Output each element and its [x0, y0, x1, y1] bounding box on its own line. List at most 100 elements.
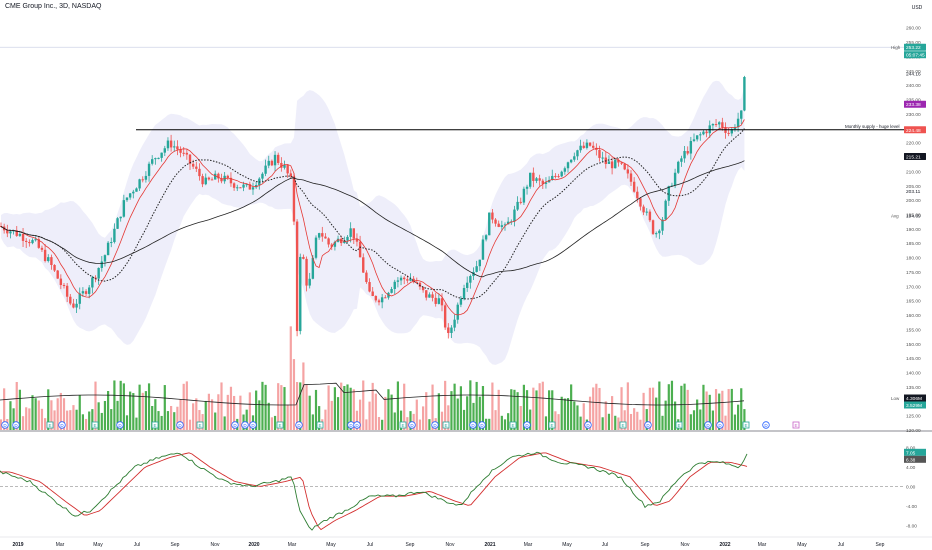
volume-bar [573, 401, 576, 430]
volume-bar [371, 382, 374, 430]
candle-body [305, 258, 308, 286]
dividend-circle [249, 421, 257, 429]
price-tag-value: 253.22 [906, 45, 921, 51]
candle-body [333, 241, 337, 247]
time-tick-label: Nov [681, 542, 690, 548]
candle-body [182, 152, 185, 154]
volume-bar [125, 415, 129, 430]
dividend-circle [584, 421, 592, 429]
candle-body [283, 165, 286, 168]
candle-body [179, 149, 182, 153]
candle-body [191, 163, 195, 167]
volume-bar [273, 415, 277, 430]
candle-body [65, 285, 69, 297]
price-tick-label: 260.00 [906, 26, 921, 32]
candle-body [610, 161, 614, 169]
volume-bar [651, 387, 655, 430]
candle-body [166, 140, 170, 149]
candle-body [352, 228, 355, 239]
candle-body [195, 166, 198, 169]
candle-body [97, 267, 100, 279]
candle-body [661, 219, 664, 231]
event-letter: E [794, 423, 797, 428]
volume-tag-value: 3.529M [906, 403, 922, 409]
price-tag [904, 126, 926, 134]
volume-bar [636, 411, 639, 430]
candle-body [377, 300, 381, 303]
dividend-marker: D [58, 421, 66, 429]
candle-body [500, 225, 504, 227]
dividend-marker: D [523, 421, 531, 429]
volume-bar [620, 387, 623, 430]
candle-body [626, 169, 630, 174]
volume-bar [185, 381, 188, 430]
time-tick-label: Mar [758, 542, 767, 548]
candle-body [683, 151, 686, 159]
volume-bar [349, 387, 352, 430]
volume-bar [100, 412, 103, 430]
volume-bar [403, 383, 406, 430]
candle-body [248, 184, 252, 190]
volume-bar [714, 389, 718, 430]
volume-bar [160, 415, 163, 430]
candle-body [173, 146, 176, 148]
volume-bar [396, 381, 399, 430]
volume-bar [670, 380, 674, 430]
macd-tag [904, 455, 926, 463]
volume-bar [507, 413, 510, 430]
dividend-circle [762, 421, 770, 429]
candle-body [469, 276, 472, 283]
volume-bar [595, 383, 598, 430]
price-tick-label: 155.00 [906, 327, 921, 333]
candle-body [547, 179, 551, 183]
price-tick-label: 160.00 [906, 313, 921, 319]
price-tick-label: 135.00 [906, 385, 921, 391]
candle-body [513, 209, 516, 222]
event-letter: E [278, 423, 281, 428]
volume-bar [733, 414, 737, 430]
candle-body [220, 178, 223, 182]
volume-bar [0, 419, 3, 430]
candle-body [636, 191, 639, 199]
volume-bar [18, 389, 21, 430]
volume-bar [409, 411, 412, 430]
volume-bar [261, 381, 264, 430]
volume-bar [611, 396, 614, 430]
volume-bar [418, 419, 422, 430]
dividend-circle [241, 421, 249, 429]
sma-slow-line [0, 160, 745, 278]
volume-bar [179, 399, 182, 430]
event-letter: E [550, 423, 553, 428]
candle-body [327, 238, 330, 245]
candle-body [403, 277, 406, 280]
volume-bar [176, 406, 179, 430]
candle-body [481, 239, 485, 260]
event-letter: E [198, 423, 201, 428]
candle-body [431, 294, 434, 298]
candle-body [128, 193, 132, 198]
volume-bar [75, 409, 78, 430]
candle-body [443, 305, 447, 328]
volume-bar [355, 410, 359, 430]
volume-bar [377, 417, 381, 430]
volume-bar [604, 401, 607, 430]
candle-body [280, 162, 283, 168]
event-letter: D [297, 423, 301, 428]
volume-bar [157, 411, 160, 430]
earnings-box [316, 421, 324, 429]
candle-body [94, 277, 97, 279]
volume-bar [44, 418, 47, 430]
volume-bar [62, 398, 66, 430]
volume-bar [727, 389, 730, 430]
candle-body [522, 188, 526, 203]
volume-bar [292, 359, 296, 430]
candle-body [620, 162, 623, 164]
candle-body [302, 256, 305, 259]
candle-body [157, 157, 160, 159]
volume-bar [264, 384, 267, 430]
volume-bar [554, 411, 557, 430]
volume-bar [500, 415, 503, 430]
event-letter: D [433, 423, 437, 428]
volume-bar [563, 398, 566, 430]
